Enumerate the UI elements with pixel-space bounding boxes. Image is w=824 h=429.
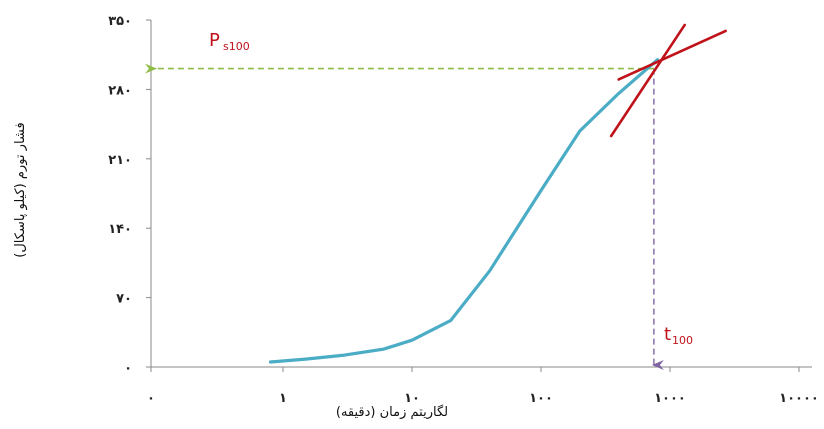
x-tick-label: ۱۰۰۰ xyxy=(654,391,686,406)
x-tick-label: ۰ xyxy=(147,391,155,406)
x-tick-label: ۱۰۰۰۰ xyxy=(779,391,819,406)
t100-label: t xyxy=(664,324,671,345)
x-tick-label: ۱۰۰ xyxy=(529,391,553,406)
y-tick-label: ۷۰ xyxy=(116,292,132,307)
x-tick-label: ۱۰ xyxy=(404,391,420,406)
t100-subscript: 100 xyxy=(672,334,693,347)
y-tick-label: ۱۴۰ xyxy=(108,222,132,237)
tangent-line-2 xyxy=(617,29,727,81)
consolidation-curve xyxy=(268,58,660,364)
p-s100-subscript: s100 xyxy=(223,40,250,53)
y-tick-label: ۲۱۰ xyxy=(108,153,132,168)
y-tick-label: ۰ xyxy=(124,361,132,376)
axes xyxy=(150,20,812,368)
x-tick-label: ۱ xyxy=(279,391,287,406)
y-tick-label: ۲۸۰ xyxy=(108,83,132,98)
x-axis-title: لگاریتم زمان (دقیقه) xyxy=(336,404,448,420)
y-axis-title: فشار تورم (کیلو پاسکال) xyxy=(13,122,28,257)
y-tick-label: ۳۵۰ xyxy=(108,14,132,29)
p-s100-label: P xyxy=(209,30,220,51)
tangent-line-1 xyxy=(609,23,686,138)
